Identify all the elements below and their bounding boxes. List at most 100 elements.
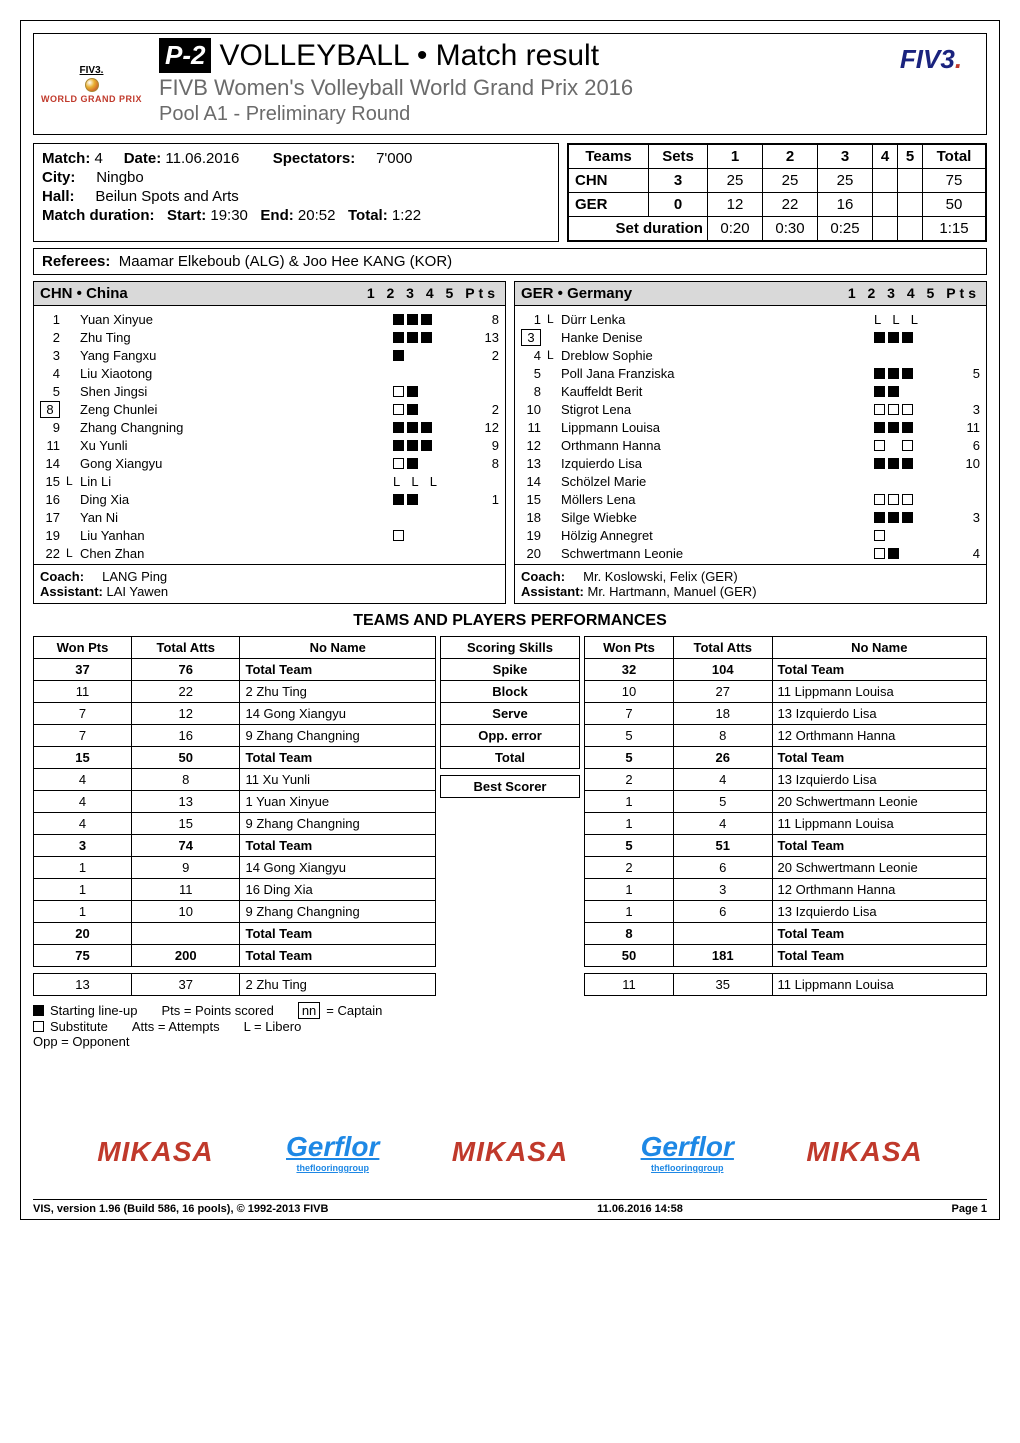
perf-skill: Serve	[441, 703, 580, 725]
player-name: Poll Jana Franziska	[561, 366, 874, 381]
p2-badge: P-2	[159, 38, 211, 73]
perf-cell: 11	[34, 681, 132, 703]
perf-cell: 11 Lippmann Louisa	[772, 681, 986, 703]
mark-filled-icon	[874, 422, 885, 433]
mark-empty-icon	[393, 404, 404, 415]
total-value: 1:22	[392, 207, 421, 224]
filled-square-icon	[33, 1005, 44, 1016]
player-name: Orthmann Hanna	[561, 438, 874, 453]
city-label: City:	[42, 169, 75, 186]
player-name: Silge Wiebke	[561, 510, 874, 525]
player-pts: 13	[473, 330, 499, 345]
perf-cell: 5	[585, 835, 674, 857]
player-num: 16	[40, 492, 66, 507]
score-set	[898, 193, 923, 217]
player-num: 4	[521, 348, 547, 363]
score-set: 22	[763, 193, 818, 217]
setdur-label: Set duration	[569, 217, 708, 241]
score-team: GER	[569, 193, 649, 217]
perf-mid: Scoring SkillsSpikeBlockServeOpp. errorT…	[440, 636, 580, 996]
perf-cell: 18	[674, 703, 773, 725]
player-num: 1	[40, 312, 66, 327]
perf-cell: 1	[34, 879, 132, 901]
mark-empty-icon	[874, 548, 885, 559]
perf-cell: 181	[674, 945, 773, 967]
pool-line: Pool A1 - Preliminary Round	[159, 103, 866, 126]
perf-cell: 11 Xu Yunli	[240, 769, 436, 791]
perf-skill: Total	[441, 747, 580, 769]
mark-filled-icon	[874, 368, 885, 379]
score-col: 5	[898, 145, 923, 169]
player-name: Zhu Ting	[80, 330, 393, 345]
sponsor-gerflor-2: Gerflortheflooringgroup	[641, 1131, 734, 1173]
mark-filled-icon	[393, 440, 404, 451]
score-set	[873, 169, 898, 193]
player-row: 3Yang Fangxu2	[40, 346, 499, 364]
perf-cell: 1	[34, 857, 132, 879]
score-set: 16	[818, 193, 873, 217]
player-name: Lippmann Louisa	[561, 420, 874, 435]
player-name: Schwertmann Leonie	[561, 546, 874, 561]
perf-cell: 9 Zhang Changning	[240, 725, 436, 747]
perf-cell: 3	[34, 835, 132, 857]
setdur-val: 0:30	[763, 217, 818, 241]
mark-filled-icon	[888, 512, 899, 523]
player-marks	[874, 422, 954, 433]
player-pts: 2	[473, 348, 499, 363]
coach-b-label: Coach:	[521, 569, 565, 584]
player-row: 2Zhu Ting13	[40, 328, 499, 346]
perf-cell: 9 Zhang Changning	[240, 901, 436, 923]
perf-cell: 1	[585, 879, 674, 901]
setdur-val	[873, 217, 898, 241]
perf-cell: 12 Orthmann Hanna	[772, 879, 986, 901]
player-num-captain: 8	[40, 401, 60, 418]
perf-cell: 5	[674, 791, 773, 813]
fivb-logo: FIV3.	[900, 44, 962, 75]
mark-empty-icon	[888, 404, 899, 415]
mark-filled-icon	[407, 386, 418, 397]
player-row: 1Yuan Xinyue8	[40, 310, 499, 328]
player-row: 4LDreblow Sophie	[521, 346, 980, 364]
date-value: 11.06.2016	[165, 150, 239, 167]
player-name: Yan Ni	[80, 510, 393, 525]
page-title: VOLLEYBALL • Match result	[219, 39, 599, 73]
player-name: Xu Yunli	[80, 438, 393, 453]
perf-cell: 3	[674, 879, 773, 901]
perf-cell: 14 Gong Xiangyu	[240, 857, 436, 879]
legend-libero: L = Libero	[244, 1019, 302, 1034]
player-marks	[393, 494, 473, 505]
perf-side-b: Won PtsTotal AttsNo Name32104Total Team1…	[584, 636, 987, 996]
legend: Starting line-up Pts = Points scored nn …	[33, 1002, 987, 1049]
perf-cell: 2	[585, 857, 674, 879]
mark-filled-icon	[421, 332, 432, 343]
wgp-ball-icon	[85, 78, 99, 92]
player-pts: 5	[954, 366, 980, 381]
perf-cell: 13 Izquierdo Lisa	[772, 901, 986, 923]
perf-cell: 5	[585, 725, 674, 747]
player-row: 15Möllers Lena	[521, 490, 980, 508]
hall-label: Hall:	[42, 188, 75, 205]
mark-empty-icon	[874, 404, 885, 415]
player-row: 5Poll Jana Franziska5	[521, 364, 980, 382]
perf-cell: Total Team	[772, 923, 986, 945]
perf-cell: 8	[585, 923, 674, 945]
mark-filled-icon	[888, 548, 899, 559]
perf-skill: Opp. error	[441, 725, 580, 747]
sponsor-mikasa-2: MIKASA	[452, 1136, 568, 1168]
player-name: Lin Li	[80, 474, 393, 489]
perf-cell: 1	[585, 813, 674, 835]
player-pts: 1	[473, 492, 499, 507]
mark-empty-icon	[902, 494, 913, 505]
player-marks	[874, 386, 954, 397]
mark-filled-icon	[902, 368, 913, 379]
asst-a-label: Assistant:	[40, 584, 103, 599]
mark-filled-icon	[421, 314, 432, 325]
mark-filled-icon	[888, 422, 899, 433]
score-set: 12	[707, 193, 762, 217]
setdur-val: 0:25	[818, 217, 873, 241]
asst-a: LAI Yawen	[106, 584, 168, 599]
player-name: Gong Xiangyu	[80, 456, 393, 471]
player-name: Yuan Xinyue	[80, 312, 393, 327]
coach-a: LANG Ping	[102, 569, 167, 584]
player-num: 15	[521, 492, 547, 507]
